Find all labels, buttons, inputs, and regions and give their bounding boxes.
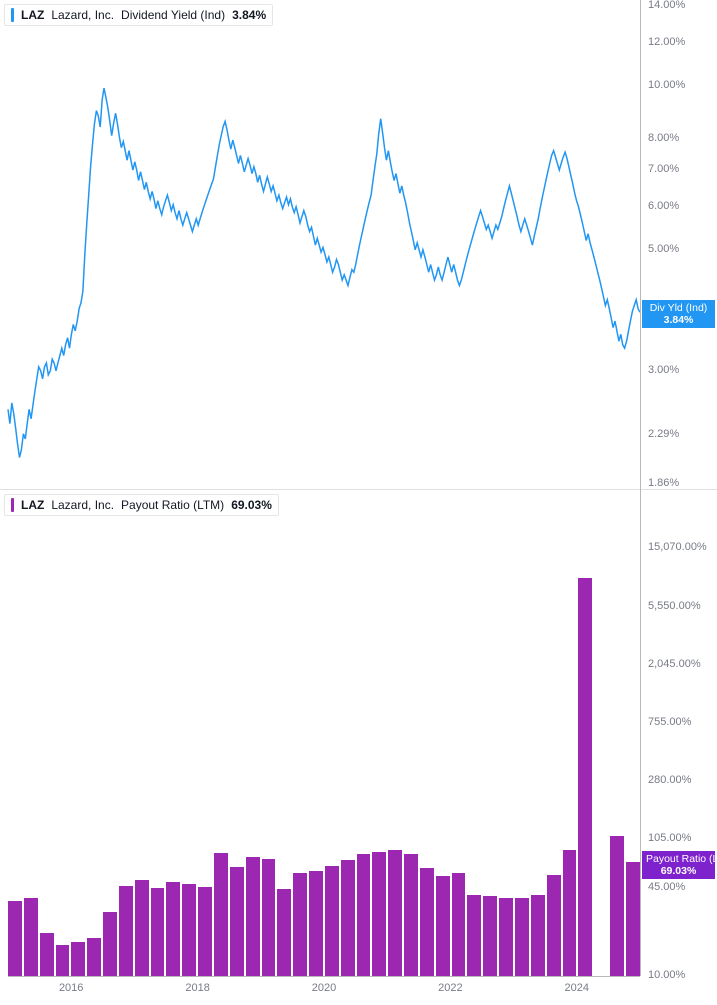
- y-tick-label: 10.00%: [648, 79, 685, 91]
- x-tick-label: 2024: [562, 982, 592, 994]
- payout-bar: [198, 887, 212, 976]
- y-tick-label: 6.00%: [648, 200, 679, 212]
- top-metric: Dividend Yield (Ind): [121, 8, 225, 22]
- payout-bar: [436, 876, 450, 976]
- y-tick-label: 280.00%: [648, 774, 691, 786]
- payout-bar: [388, 850, 402, 976]
- payout-bar: [357, 854, 371, 976]
- payout-bar: [40, 933, 54, 976]
- dividend-yield-panel: LAZ Lazard, Inc. Dividend Yield (Ind) 3.…: [0, 0, 717, 490]
- payout-bar: [246, 857, 260, 976]
- payout-ratio-panel: LAZ Lazard, Inc. Payout Ratio (LTM) 69.0…: [0, 490, 717, 1000]
- payout-bar: [71, 942, 85, 976]
- y-tick-label: 5.00%: [648, 243, 679, 255]
- payout-bar: [420, 868, 434, 976]
- y-tick-label: 8.00%: [648, 132, 679, 144]
- payout-bar: [166, 882, 180, 976]
- bot-value: 69.03%: [231, 498, 272, 512]
- bot-legend-color: [11, 498, 14, 512]
- payout-bar: [182, 884, 196, 976]
- payout-bar: [325, 866, 339, 976]
- payout-bar: [531, 895, 545, 976]
- top-company-name: Lazard, Inc.: [51, 8, 114, 22]
- y-tick-label: 7.00%: [648, 163, 679, 175]
- y-tick-label: 1.86%: [648, 477, 679, 489]
- payout-bar: [483, 896, 497, 976]
- x-tick-label: 2016: [56, 982, 86, 994]
- y-tick-label: 755.00%: [648, 716, 691, 728]
- payout-bar: [87, 938, 101, 976]
- y-tick-label: 2.29%: [648, 428, 679, 440]
- top-current-value-badge: Div Yld (Ind)3.84%: [642, 300, 715, 328]
- payout-bar: [404, 854, 418, 976]
- y-tick-label: 2,045.00%: [648, 658, 701, 670]
- y-tick-label: 10.00%: [648, 969, 685, 981]
- top-legend-color: [11, 8, 14, 22]
- payout-bar: [547, 875, 561, 976]
- payout-bar: [103, 912, 117, 976]
- payout-bar: [309, 871, 323, 976]
- x-tick-label: 2022: [435, 982, 465, 994]
- bot-company-name: Lazard, Inc.: [51, 498, 114, 512]
- payout-bar: [262, 859, 276, 976]
- payout-bar: [341, 860, 355, 976]
- payout-bar: [563, 850, 577, 976]
- top-value: 3.84%: [232, 8, 266, 22]
- payout-bar: [452, 873, 466, 976]
- bot-metric: Payout Ratio (LTM): [121, 498, 224, 512]
- payout-bar: [24, 898, 38, 976]
- payout-bar: [230, 867, 244, 976]
- payout-bar: [515, 898, 529, 976]
- payout-bar: [610, 836, 624, 976]
- x-tick-label: 2020: [309, 982, 339, 994]
- payout-bar: [277, 889, 291, 976]
- payout-bar: [214, 853, 228, 976]
- payout-bar: [56, 945, 70, 976]
- bot-symbol: LAZ: [21, 498, 44, 512]
- payout-bar: [135, 880, 149, 976]
- payout-bar: [578, 578, 592, 976]
- bot-current-value-badge: Payout Ratio (LTM)69.03%: [642, 851, 715, 879]
- payout-bar: [293, 873, 307, 976]
- top-symbol: LAZ: [21, 8, 44, 22]
- y-tick-label: 105.00%: [648, 832, 691, 844]
- y-tick-label: 45.00%: [648, 881, 685, 893]
- payout-bar: [8, 901, 22, 976]
- x-tick-label: 2018: [183, 982, 213, 994]
- payout-bar: [626, 862, 640, 976]
- y-tick-label: 5,550.00%: [648, 600, 701, 612]
- payout-ratio-bars: [8, 526, 640, 976]
- payout-bar: [151, 888, 165, 976]
- y-tick-label: 15,070.00%: [648, 541, 707, 553]
- top-legend[interactable]: LAZ Lazard, Inc. Dividend Yield (Ind) 3.…: [4, 4, 273, 26]
- dividend-yield-line: [0, 0, 640, 490]
- y-tick-label: 12.00%: [648, 36, 685, 48]
- y-tick-label: 3.00%: [648, 364, 679, 376]
- bot-legend[interactable]: LAZ Lazard, Inc. Payout Ratio (LTM) 69.0…: [4, 494, 279, 516]
- payout-bar: [467, 895, 481, 976]
- y-tick-label: 14.00%: [648, 0, 685, 11]
- payout-bar: [372, 852, 386, 976]
- payout-bar: [119, 886, 133, 976]
- payout-bar: [499, 898, 513, 976]
